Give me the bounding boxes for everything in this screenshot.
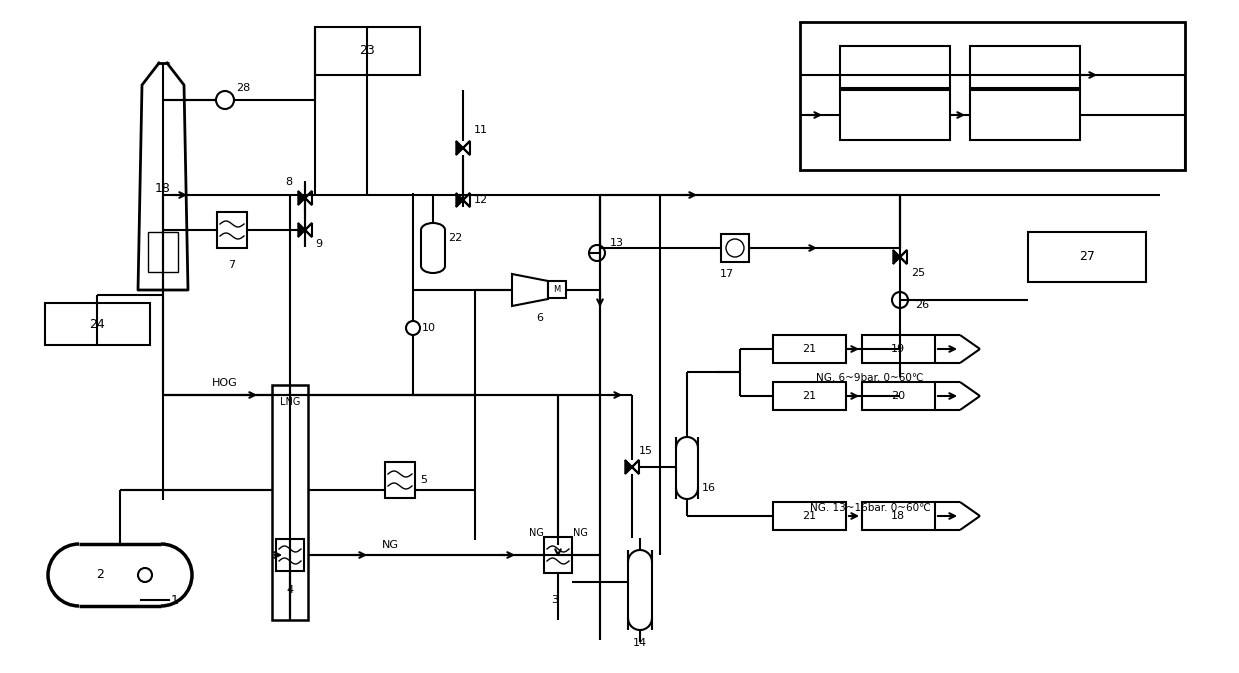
Polygon shape	[305, 191, 312, 205]
Text: 10: 10	[422, 323, 436, 333]
Text: M: M	[554, 285, 560, 295]
Bar	[970, 46, 1080, 88]
Text: 22: 22	[447, 233, 462, 243]
Bar	[544, 537, 572, 573]
Text: 2: 2	[97, 569, 104, 581]
Text: 20: 20	[891, 391, 904, 401]
Text: 5: 5	[420, 475, 427, 485]
Text: 21: 21	[802, 391, 817, 401]
Polygon shape	[456, 141, 463, 155]
Text: 1: 1	[171, 594, 178, 606]
Polygon shape	[463, 193, 470, 207]
Polygon shape	[900, 250, 907, 264]
Text: 27: 27	[1079, 250, 1095, 264]
Text: 21: 21	[802, 344, 817, 354]
Bar	[45, 303, 150, 345]
Text: 18: 18	[891, 511, 904, 521]
Text: 21: 21	[802, 511, 817, 521]
Text: 16: 16	[703, 483, 716, 493]
Text: NG: NG	[382, 540, 399, 550]
Text: 9: 9	[316, 239, 322, 249]
Text: 15: 15	[639, 446, 653, 456]
Polygon shape	[463, 141, 470, 155]
Bar	[1028, 232, 1146, 282]
Bar	[773, 502, 846, 530]
Bar	[548, 281, 566, 298]
Bar	[385, 462, 415, 498]
Bar	[276, 539, 304, 571]
Text: 26: 26	[914, 300, 929, 310]
Bar	[217, 212, 247, 248]
Text: 28: 28	[235, 83, 250, 93]
Bar	[773, 382, 846, 410]
Polygon shape	[893, 250, 900, 264]
Bar	[862, 335, 935, 363]
Text: 14: 14	[633, 638, 647, 648]
Bar	[315, 27, 420, 75]
Bar	[721, 234, 750, 262]
Text: 7: 7	[228, 260, 235, 270]
Text: NG: NG	[529, 528, 544, 538]
Polygon shape	[632, 460, 639, 474]
Bar	[147, 232, 178, 272]
Polygon shape	[305, 223, 312, 237]
Bar	[862, 382, 935, 410]
Text: 25: 25	[911, 268, 926, 278]
Text: 12: 12	[475, 195, 488, 205]
Text: 23: 23	[359, 44, 375, 57]
Bar	[273, 385, 309, 620]
Polygon shape	[456, 193, 463, 207]
Text: 3: 3	[551, 595, 559, 605]
Bar	[840, 90, 950, 140]
Text: NG. 13~16bar. 0~60℃: NG. 13~16bar. 0~60℃	[809, 503, 930, 513]
Bar	[773, 335, 846, 363]
Polygon shape	[624, 460, 632, 474]
Text: 11: 11	[475, 125, 488, 135]
Bar	[970, 90, 1080, 140]
Polygon shape	[299, 223, 305, 237]
Text: 24: 24	[89, 318, 105, 330]
Text: LNG: LNG	[280, 397, 300, 407]
Text: HOG: HOG	[212, 378, 238, 388]
Bar	[800, 22, 1184, 170]
Text: 6: 6	[536, 313, 544, 323]
Text: 13: 13	[610, 238, 624, 248]
Polygon shape	[299, 191, 305, 205]
Bar	[862, 502, 935, 530]
Text: NG: NG	[572, 528, 587, 538]
Text: 19: 19	[891, 344, 904, 354]
Text: 4: 4	[286, 585, 294, 595]
Bar	[840, 46, 950, 88]
Text: 17: 17	[720, 269, 733, 279]
Text: 8: 8	[285, 177, 292, 187]
Text: NG. 6~9bar. 0~60℃: NG. 6~9bar. 0~60℃	[817, 373, 924, 383]
Text: 18: 18	[155, 182, 171, 194]
